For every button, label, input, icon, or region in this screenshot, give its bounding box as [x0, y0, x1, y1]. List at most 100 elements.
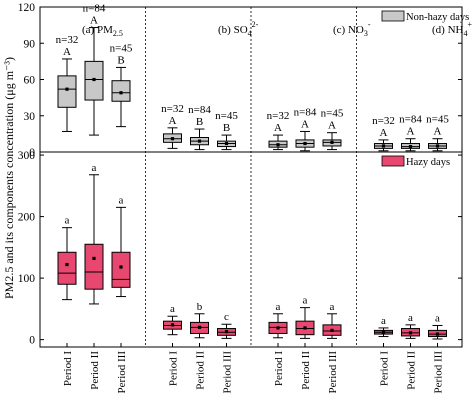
box-mean: [435, 144, 440, 148]
sample-size-label: n=84: [294, 106, 317, 118]
x-tick-label: Period II: [406, 351, 418, 390]
significance-letter: a: [303, 295, 308, 307]
box-mean: [303, 326, 307, 330]
box: a: [268, 301, 288, 339]
significance-letter: a: [92, 162, 97, 174]
sample-size-label: n=45: [426, 114, 449, 126]
x-tick-label: Period III: [116, 351, 128, 394]
significance-letter: a: [381, 315, 386, 327]
legend-hazy-swatch: [381, 155, 405, 167]
box: Bn=84: [188, 104, 211, 151]
y-tick-label: 200: [18, 212, 36, 224]
top-y-axis: 0 30 60 90 120: [18, 2, 462, 159]
significance-letter: a: [65, 215, 70, 227]
significance-letter: B: [117, 54, 124, 66]
x-axis-labels: Period I Period II Period III Period I Perio…: [62, 343, 445, 393]
x-tick-label: Period II: [300, 351, 312, 390]
box: Bn=45: [215, 110, 238, 151]
significance-letter: A: [434, 126, 442, 138]
x-tick-label: Period III: [222, 351, 234, 394]
hazy-boxes: a a a a b c a a a a a a: [57, 162, 447, 340]
significance-letter: A: [328, 120, 336, 132]
box-mean: [65, 262, 69, 267]
x-tick-label: Period I: [273, 351, 285, 386]
box-iqr: [57, 251, 77, 285]
box-mean: [408, 331, 413, 335]
significance-letter: a: [170, 303, 175, 315]
x-tick-label: Period I: [379, 351, 391, 386]
y-tick-label: 120: [18, 2, 36, 14]
x-tick-label: Period II: [195, 351, 207, 390]
x-tick-label: Period III: [327, 351, 339, 394]
sample-size-label: n=45: [110, 42, 133, 54]
legend-non-hazy-label: Non-hazy days: [406, 12, 469, 23]
significance-letter: a: [119, 194, 124, 206]
sample-size-label: n=84: [188, 104, 211, 116]
box: a: [84, 162, 104, 305]
panel-labels: (a) PM2.5 (b) SO42- (c) NO3- (d) NH4+: [82, 20, 472, 38]
box: An=84: [399, 114, 422, 152]
box: An=32: [267, 110, 290, 151]
box-mean: [330, 328, 334, 332]
sample-size-label: n=45: [215, 110, 238, 122]
box-iqr: [111, 251, 131, 288]
box-mean: [224, 330, 229, 334]
significance-letter: a: [435, 312, 440, 324]
box-mean: [303, 141, 307, 146]
box-mean: [276, 143, 280, 147]
sample-size-label: n=32: [267, 110, 290, 122]
box: An=32: [56, 34, 78, 132]
x-tick-label: Period II: [89, 351, 101, 390]
significance-letter: A: [169, 115, 177, 127]
box-iqr: [111, 80, 131, 102]
significance-letter: b: [197, 301, 203, 313]
box-mean: [119, 265, 123, 269]
significance-letter: B: [223, 122, 230, 134]
box-mean: [381, 144, 386, 148]
box-mean: [330, 140, 334, 144]
y-tick-label: 90: [24, 38, 36, 50]
x-tick-label: Period I: [168, 351, 180, 386]
y-tick-label: 100: [18, 273, 36, 285]
bottom-y-axis: 0 100 200 300: [18, 150, 462, 347]
box: An=32: [161, 103, 184, 149]
box: a: [322, 301, 342, 339]
sample-size-label: n=32: [372, 115, 395, 127]
box: a: [428, 312, 447, 340]
significance-letter: A: [90, 15, 98, 27]
box-mean: [119, 91, 123, 95]
box: An=45: [321, 108, 344, 151]
box-mean: [224, 141, 229, 146]
box: Bn=45: [110, 42, 133, 128]
panel-dividers: [145, 7, 357, 347]
box-mean: [435, 332, 440, 336]
box-mean: [408, 144, 413, 149]
y-tick-label: 0: [29, 147, 35, 159]
sample-size-label: n=84: [399, 114, 422, 126]
box: a: [111, 194, 131, 298]
significance-letter: B: [196, 116, 203, 128]
box: An=45: [426, 114, 449, 152]
box: c: [217, 311, 236, 339]
x-tick-label: Period I: [62, 351, 74, 386]
sample-size-label: n=45: [321, 108, 344, 120]
significance-letter: A: [63, 46, 71, 58]
box-mean: [92, 77, 96, 82]
y-tick-label: 60: [24, 75, 36, 87]
box: b: [190, 301, 209, 339]
box-mean: [276, 326, 280, 330]
box: a: [374, 315, 393, 338]
significance-letter: c: [224, 311, 229, 323]
box-mean: [197, 325, 202, 329]
y-tick-label: 300: [18, 150, 36, 162]
panel-label: (d) NH4+: [432, 20, 472, 38]
significance-letter: A: [301, 118, 309, 130]
significance-letter: a: [276, 301, 281, 313]
box-mean: [381, 330, 386, 334]
box: a: [57, 215, 77, 301]
box-iqr: [57, 75, 77, 108]
panel-label: (a) PM2.5: [82, 24, 123, 38]
box-mean: [170, 137, 175, 141]
panel-label: (c) NO3-: [333, 20, 371, 38]
